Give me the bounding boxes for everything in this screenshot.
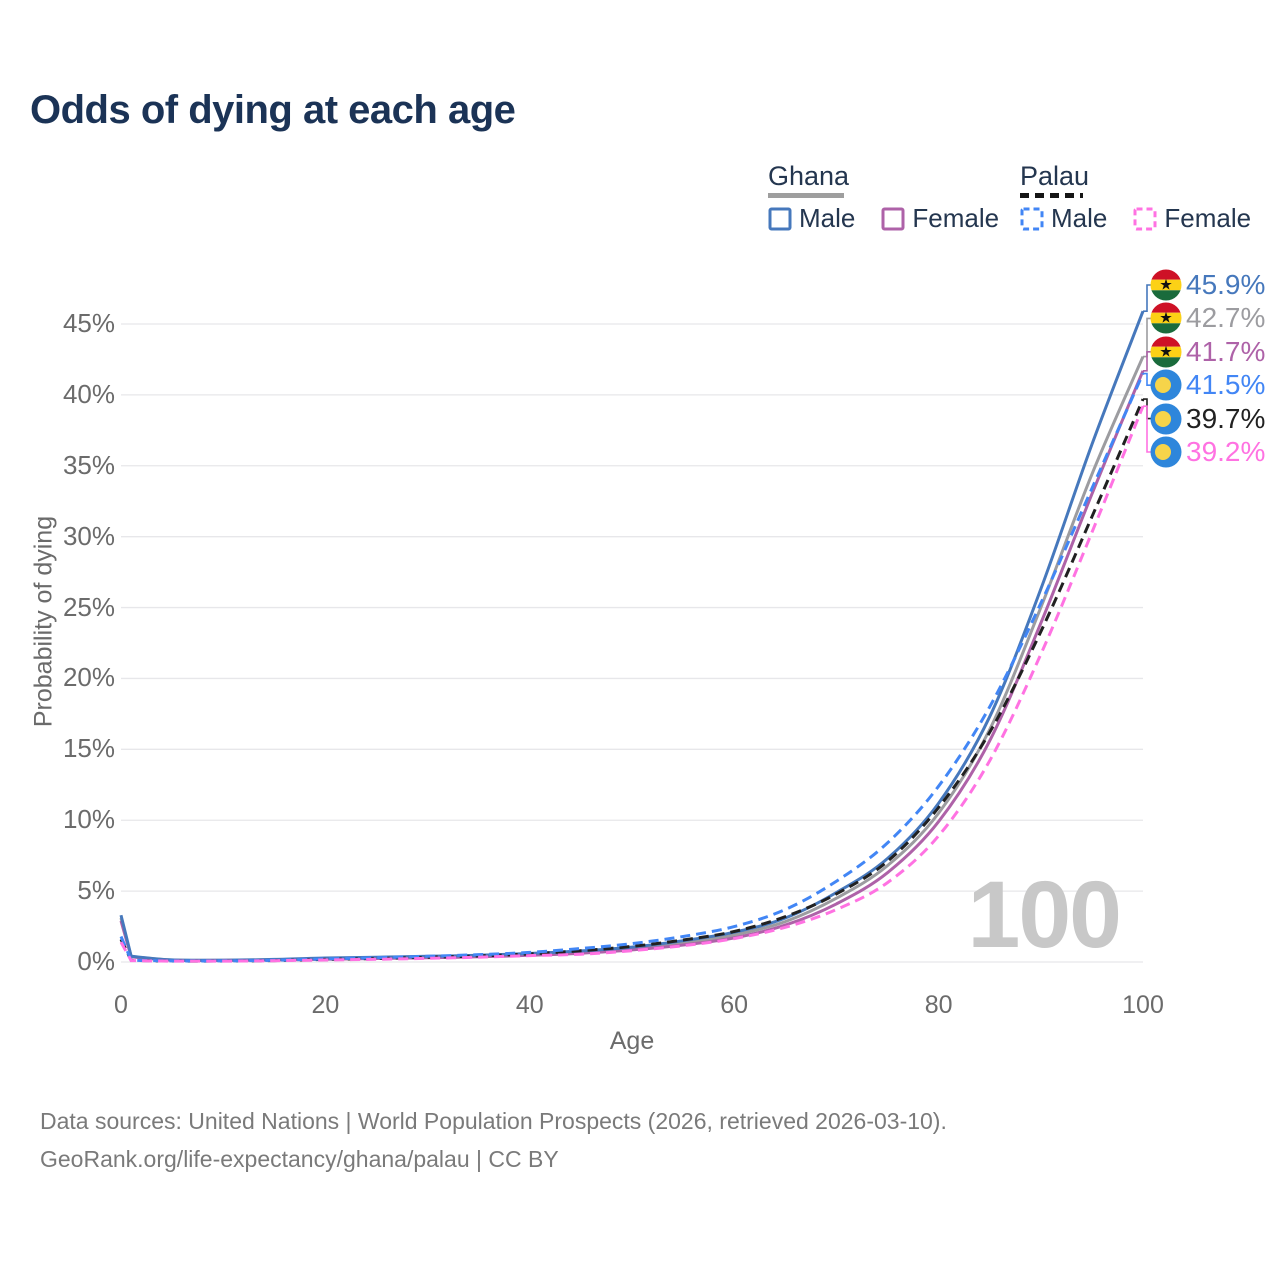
legend-palau-line-style [1020, 193, 1083, 198]
x-tick-label: 100 [1122, 991, 1164, 1019]
endpoint-connector-palau-female [1143, 405, 1151, 453]
legend-group-ghana[interactable]: Ghana [768, 161, 850, 191]
endpoint-connector-palau-male [1143, 372, 1151, 386]
y-tick-label: 15% [62, 733, 115, 764]
legend-item-palau-male[interactable]: Male [1020, 203, 1107, 234]
legend-swatch-icon [1020, 207, 1044, 230]
legend-swatch-icon [1133, 207, 1157, 230]
legend-ghana-line-style [768, 193, 844, 198]
y-tick-label: 25% [62, 591, 115, 622]
endpoint-value-ghana-male: 45.9% [1186, 269, 1266, 300]
palau-flag-icon [1150, 436, 1182, 468]
x-tick-label: 80 [924, 991, 953, 1019]
footer-attribution-line: GeoRank.org/life-expectancy/ghana/palau … [40, 1146, 559, 1172]
x-tick-label: 60 [720, 991, 749, 1019]
y-tick-label: 45% [62, 308, 115, 338]
legend-items-palau: Male Female [1020, 203, 1251, 234]
y-tick-label: 0% [77, 946, 115, 976]
endpoint-connector-ghana-male [1143, 284, 1151, 312]
watermark-age-100: 100 [967, 862, 1122, 968]
ghana-flag-icon [1150, 336, 1182, 368]
endpoint-value-palau-female: 39.2% [1186, 436, 1266, 467]
ghana-flag-icon [1150, 302, 1182, 334]
endpoint-value-palau-male: 41.5% [1186, 369, 1266, 401]
y-tick-label: 40% [62, 378, 115, 409]
series-line-palau-female[interactable] [119, 405, 1145, 963]
y-axis-title: Probability of dying [29, 515, 58, 728]
endpoint-connector-ghana-female [1143, 351, 1151, 372]
x-tick-label: 20 [311, 991, 340, 1019]
page-title: Odds of dying at each age [30, 88, 516, 132]
y-tick-label: 10% [62, 804, 115, 835]
palau-flag-icon [1150, 403, 1182, 435]
legend-item-label: Male [799, 203, 856, 233]
legend-swatch-icon [881, 207, 905, 230]
endpoint-value-ghana-female: 41.7% [1186, 335, 1266, 367]
legend-item-label: Male [1051, 203, 1108, 233]
legend-swatch-icon [768, 207, 792, 230]
endpoint-connector-ghana-total [1143, 317, 1151, 358]
x-tick-label: 0 [114, 991, 128, 1019]
legend-group-palau[interactable]: Palau [1020, 161, 1090, 191]
y-tick-label: 5% [77, 875, 115, 906]
legend-item-ghana-female[interactable]: Female [881, 203, 999, 234]
ghana-flag-icon [1150, 269, 1182, 301]
endpoint-value-palau-total: 39.7% [1186, 402, 1266, 434]
legend-item-palau-female[interactable]: Female [1133, 203, 1251, 234]
legend-item-label: Female [912, 203, 1000, 233]
legend-item-ghana-male[interactable]: Male [768, 203, 855, 234]
endpoint-value-ghana-total: 42.7% [1186, 302, 1266, 334]
series-line-palau-male[interactable] [119, 372, 1145, 963]
legend-item-label: Female [1164, 203, 1252, 233]
y-tick-label: 35% [62, 449, 115, 480]
x-axis-title: Age [609, 1027, 655, 1055]
y-tick-label: 20% [62, 662, 115, 693]
y-tick-label: 30% [62, 520, 115, 551]
legend-items-ghana: Male Female [768, 203, 999, 234]
series-line-palau-total[interactable] [119, 398, 1145, 963]
palau-flag-icon [1150, 369, 1182, 401]
footer-source-line: Data sources: United Nations | World Pop… [40, 1108, 947, 1134]
x-tick-label: 40 [515, 991, 544, 1019]
